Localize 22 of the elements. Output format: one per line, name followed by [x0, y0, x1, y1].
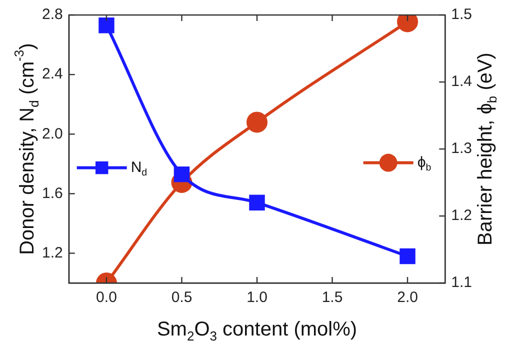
x-tick-label: 1.0 [246, 289, 268, 306]
y2-tick-label: 1.2 [451, 207, 472, 224]
x-tick-label: 0.0 [96, 289, 117, 306]
y-tick-label: 2.0 [42, 125, 63, 142]
x-tick-label: 2.0 [397, 289, 418, 306]
x-tick-label: 1.5 [322, 289, 343, 306]
y2-tick-label: 1.5 [451, 6, 472, 24]
y-tick-label: 1.6 [42, 184, 63, 202]
y-tick-label: 1.2 [42, 244, 63, 262]
y2-tick-label: 1.1 [451, 274, 472, 292]
y-axis-title: Donor density, Nd (cm-3) [12, 43, 42, 255]
point [400, 248, 416, 264]
point [174, 166, 190, 182]
y-tick-label: 2.8 [42, 6, 63, 24]
y2-axis-title: Barrier height, ϕb (eV) [474, 52, 500, 246]
point [98, 18, 114, 34]
x-tick-label: 0.5 [171, 289, 192, 306]
point [246, 112, 268, 133]
y-tick-label: 2.4 [42, 66, 63, 83]
y2-tick-label: 1.3 [451, 140, 472, 158]
point [249, 194, 265, 210]
y2-tick-label: 1.4 [451, 73, 472, 90]
